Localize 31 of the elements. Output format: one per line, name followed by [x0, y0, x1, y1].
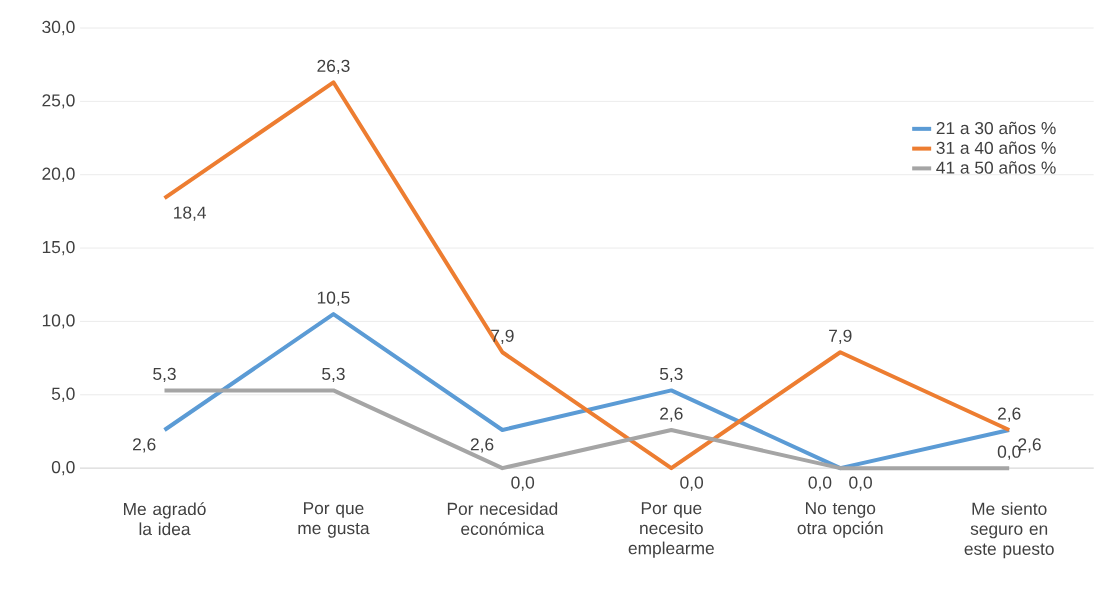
legend-label: 31 a 40 años % [936, 141, 1056, 155]
data-label: 5,3 [659, 367, 683, 383]
data-label: 26,3 [317, 59, 350, 75]
data-label: 0,0 [808, 476, 832, 491]
x-tick-label: No tengo otra opción [797, 502, 883, 538]
y-tick-label: 20,0 [42, 167, 75, 182]
data-label: 2,6 [998, 407, 1021, 422]
y-tick-label: 15,0 [42, 240, 75, 256]
x-tick-label: Me agradó la idea [124, 502, 206, 536]
y-tick-label: 5,0 [51, 387, 75, 403]
data-label: 2,6 [660, 407, 683, 422]
x-tick-label: Me siento seguro en este puesto [964, 502, 1054, 559]
legend-label: 41 a 50 años % [936, 161, 1056, 174]
data-label: 5,3 [153, 367, 176, 383]
y-tick-label: 25,0 [42, 94, 75, 109]
data-label: 18,4 [174, 206, 207, 221]
legend-label: 21 a 30 años % [936, 121, 1056, 135]
data-label: 0,0 [511, 476, 535, 491]
data-label: 5,3 [322, 367, 345, 383]
y-tick-label: 10,0 [42, 314, 75, 329]
y-tick-label: 30,0 [42, 20, 75, 36]
data-label: 0,0 [680, 476, 704, 491]
x-tick-label: Por necesidad económica [447, 502, 558, 535]
x-tick-label: Por que me gusta [298, 502, 370, 538]
y-tick-label: 0,0 [51, 461, 75, 476]
data-label: 10,5 [317, 291, 350, 306]
x-tick-label: Por que necesito emplearme [628, 502, 714, 558]
data-label: 7,9 [829, 329, 852, 345]
data-label: 2,6 [470, 438, 494, 453]
data-label: 0,0 [849, 476, 872, 491]
data-label: 2,6 [133, 438, 156, 453]
